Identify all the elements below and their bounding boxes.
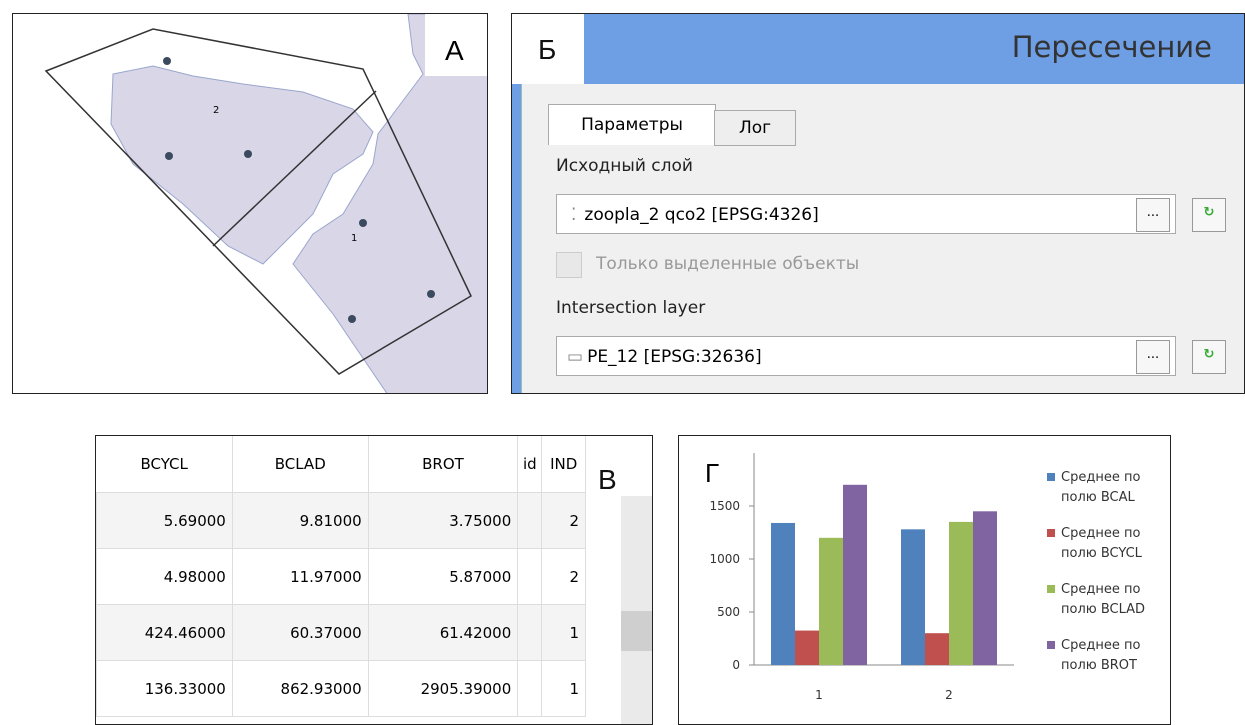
cell: 2 (541, 492, 586, 549)
cell: 5.87000 (367, 548, 519, 605)
map-area (110, 65, 374, 265)
legend-label: Среднее по полю BROT (1061, 638, 1141, 673)
cell: 4.98000 (96, 548, 233, 605)
bar (925, 633, 949, 665)
map-area (292, 14, 487, 393)
bar (973, 511, 997, 665)
iterate-button[interactable]: ↻ (1192, 340, 1226, 374)
cell: 5.69000 (96, 492, 233, 549)
column-header: id (517, 436, 543, 493)
legend-swatch (1047, 641, 1055, 649)
iterate-button[interactable]: ↻ (1192, 198, 1226, 232)
x-tick-label: 1 (815, 688, 823, 702)
cell: 1 (541, 604, 586, 661)
y-tick-label: 500 (717, 605, 740, 619)
cell: 61.42000 (367, 604, 519, 661)
button[interactable]: ... (1136, 340, 1170, 374)
panel-letter: Г (705, 458, 719, 488)
cell (517, 604, 543, 661)
bar (843, 484, 867, 665)
field-label: Intersection layer (556, 298, 706, 318)
cell: 2 (541, 548, 586, 605)
row: 5.69000 9.81000 3.75000 2 (96, 492, 586, 549)
cell: 424.46000 (96, 604, 233, 661)
y-tick-label: 1000 (709, 552, 740, 566)
dialog-border (512, 84, 521, 393)
legend-label: Среднее по полю BCAL (1061, 470, 1141, 505)
button[interactable]: ... (1136, 198, 1170, 232)
panel-letter: Б (538, 34, 557, 65)
cell: 60.37000 (231, 604, 369, 661)
column-header: BROT (368, 436, 519, 493)
checkbox[interactable] (556, 252, 582, 278)
combo-value: PE_12 [EPSG:32636] (587, 347, 762, 367)
point-label: 1 (351, 233, 357, 244)
combo-value: zoopla_2 qco2 [EPSG:4326] (584, 205, 819, 225)
polygon-edge (212, 90, 377, 247)
field-label: Исходный слой (556, 156, 693, 176)
bar (819, 537, 843, 665)
map-panel: 2 1 А (12, 13, 488, 394)
bar (949, 521, 973, 665)
cell: 3.75000 (367, 492, 519, 549)
legend-swatch (1047, 473, 1055, 481)
legend: Среднее по полю BCAL Среднее по полю BCYC… (1047, 468, 1161, 692)
bar (901, 529, 925, 665)
legend-swatch (1047, 529, 1055, 537)
y-tick-label: 1500 (709, 499, 740, 513)
dialog-header (584, 14, 1244, 84)
chart: Г 0 500 1000 1500 1 2 (705, 453, 1014, 702)
table: BCYCL BCLAD BROT id IND 5.69000 9.81000 3.75000… (96, 436, 586, 717)
cell: 136.33000 (96, 660, 233, 717)
cell: 9.81000 (231, 492, 369, 549)
x-tick-label: 2 (945, 688, 953, 702)
column-header: IND (541, 436, 586, 493)
point-label: 2 (213, 105, 219, 116)
cell: 862.93000 (231, 660, 369, 717)
scrollbar[interactable] (621, 496, 652, 724)
combo[interactable]: ▭PE_12 [EPSG:32636] ▼ (556, 336, 1176, 376)
map: 2 1 А (44, 14, 487, 393)
legend-label: Среднее по полю BCYCL (1061, 526, 1142, 561)
legend-entry: Среднее по полю BCAL (1047, 468, 1161, 508)
header-row: BCYCL BCLAD BROT id IND (96, 436, 586, 493)
cell: 2905.39000 (367, 660, 519, 717)
polygon (44, 28, 472, 375)
row: 4.98000 11.97000 5.87000 2 (96, 548, 586, 605)
chart-panel: Г 0 500 1000 1500 1 2 Среднее по полю BCAL Сре… (678, 435, 1171, 725)
dialog-title: Пересечение (1011, 30, 1212, 64)
tab[interactable]: Параметры (548, 104, 716, 145)
bar (795, 630, 819, 665)
column-header: BCYCL (96, 436, 233, 493)
row: 424.46000 60.37000 61.42000 1 (96, 604, 586, 661)
cell: 11.97000 (231, 548, 369, 605)
cell (517, 660, 543, 717)
points (163, 57, 435, 323)
panel-letter: А (445, 35, 464, 66)
cell: 1 (541, 660, 586, 717)
panel-letter: В (598, 464, 617, 495)
label-box (425, 14, 487, 76)
row: 136.33000 862.93000 2905.39000 1 (96, 660, 586, 717)
dialog-panel: Б Пересечение Параметры Лог Исходный сло… (511, 13, 1245, 394)
scroll-thumb[interactable] (621, 611, 652, 651)
combo[interactable]: ⁚zoopla_2 qco2 [EPSG:4326] ▼ (556, 194, 1176, 234)
tab[interactable]: Лог (714, 110, 796, 146)
checkbox-label: Только выделенные объекты (596, 254, 860, 274)
y-tick-label: 0 (732, 658, 740, 672)
legend-entry: Среднее по полю BCLAD (1047, 580, 1161, 620)
legend-entry: Среднее по полю BCYCL (1047, 524, 1161, 564)
legend-entry: Среднее по полю BROT (1047, 636, 1161, 676)
cell (517, 492, 543, 549)
bar (771, 522, 795, 665)
cell (517, 548, 543, 605)
table-panel: BCYCL BCLAD BROT id IND 5.69000 9.81000 3.75000… (95, 435, 653, 725)
legend-swatch (1047, 585, 1055, 593)
column-header: BCLAD (232, 436, 369, 493)
legend-label: Среднее по полю BCLAD (1061, 582, 1146, 617)
